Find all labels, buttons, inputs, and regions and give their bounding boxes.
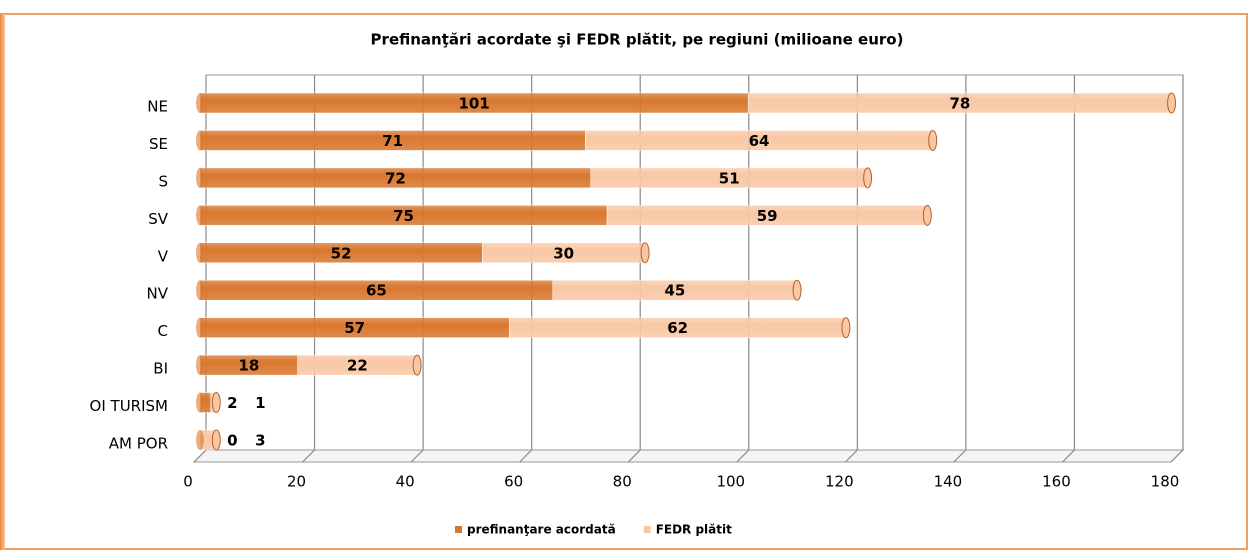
- value-label: 62: [667, 319, 688, 337]
- y-tick-label: OI TURISM: [90, 397, 168, 415]
- value-label: 52: [331, 244, 352, 262]
- y-tick-label: AM POR: [109, 435, 168, 453]
- value-label: 65: [366, 282, 387, 300]
- y-tick-label: SV: [148, 210, 169, 228]
- x-tick-label: 0: [183, 473, 193, 491]
- value-label: 51: [719, 169, 740, 187]
- bar-cap: [928, 129, 938, 151]
- value-label: 3: [255, 432, 265, 450]
- grid-line: [410, 75, 424, 463]
- grid-line: [302, 75, 316, 463]
- value-label: 64: [749, 132, 770, 150]
- value-label: 57: [344, 319, 365, 337]
- bar-cap: [211, 429, 221, 451]
- bar-base: [196, 355, 204, 376]
- value-label: 101: [458, 95, 489, 113]
- bar-cap: [412, 354, 422, 376]
- legend-swatch: [643, 526, 651, 533]
- value-label: 2: [227, 394, 237, 412]
- bar-base: [196, 242, 204, 263]
- y-tick-label: NV: [147, 285, 169, 303]
- grid-line: [1170, 75, 1184, 463]
- x-tick-label: 40: [396, 473, 415, 491]
- bar-base: [196, 93, 204, 113]
- legend-swatch: [455, 526, 462, 533]
- frame-edge: [0, 14, 5, 550]
- grid-line: [1062, 75, 1076, 463]
- x-tick-label: 100: [716, 473, 745, 491]
- value-label: 1: [255, 394, 265, 412]
- value-label: 59: [757, 207, 778, 225]
- y-tick-label: BI: [153, 360, 168, 378]
- bar-cap: [640, 242, 650, 264]
- bar-cap: [922, 204, 932, 226]
- value-label: 0: [227, 432, 237, 450]
- floor: [192, 449, 1185, 463]
- value-label: 22: [347, 357, 368, 375]
- x-tick-label: 160: [1042, 473, 1071, 491]
- grid-line: [953, 75, 967, 463]
- bar-base: [196, 130, 204, 151]
- bar-cap: [863, 167, 873, 189]
- x-tick-label: 140: [934, 473, 963, 491]
- grid-line: [627, 75, 641, 463]
- grid-line: [519, 75, 533, 463]
- chart-title: Prefinanţări acordate şi FEDR plătit, pe…: [371, 31, 904, 49]
- bar-base: [196, 205, 204, 226]
- bar-base: [196, 167, 204, 188]
- bar-cap: [1167, 92, 1177, 114]
- y-tick-label: S: [158, 172, 168, 190]
- value-label: 75: [393, 207, 414, 225]
- grid-line: [736, 75, 750, 463]
- bar-cap: [792, 279, 802, 301]
- value-label: 45: [664, 282, 685, 300]
- value-label: 78: [949, 95, 970, 113]
- x-tick-label: 120: [825, 473, 854, 491]
- y-tick-label: NE: [147, 98, 168, 116]
- x-tick-label: 60: [504, 473, 523, 491]
- y-tick-label: SE: [149, 135, 168, 153]
- legend-label: FEDR plătit: [656, 523, 732, 537]
- value-label: 72: [385, 169, 406, 187]
- bar-base: [196, 280, 204, 301]
- x-tick-label: 80: [613, 473, 632, 491]
- grid-line: [844, 75, 858, 463]
- legend-label: prefinanţare acordată: [467, 523, 616, 537]
- y-tick-label: V: [158, 247, 169, 265]
- bar-base: [196, 317, 204, 338]
- bar-base: [196, 430, 204, 450]
- value-label: 30: [553, 244, 574, 262]
- x-tick-label: 20: [287, 473, 306, 491]
- bar-cap: [841, 317, 851, 339]
- y-tick-label: C: [158, 322, 168, 340]
- value-label: 71: [382, 132, 403, 150]
- x-tick-label: 180: [1151, 473, 1180, 491]
- bar-cap: [211, 392, 221, 414]
- bar-base: [196, 392, 204, 413]
- value-label: 18: [238, 357, 259, 375]
